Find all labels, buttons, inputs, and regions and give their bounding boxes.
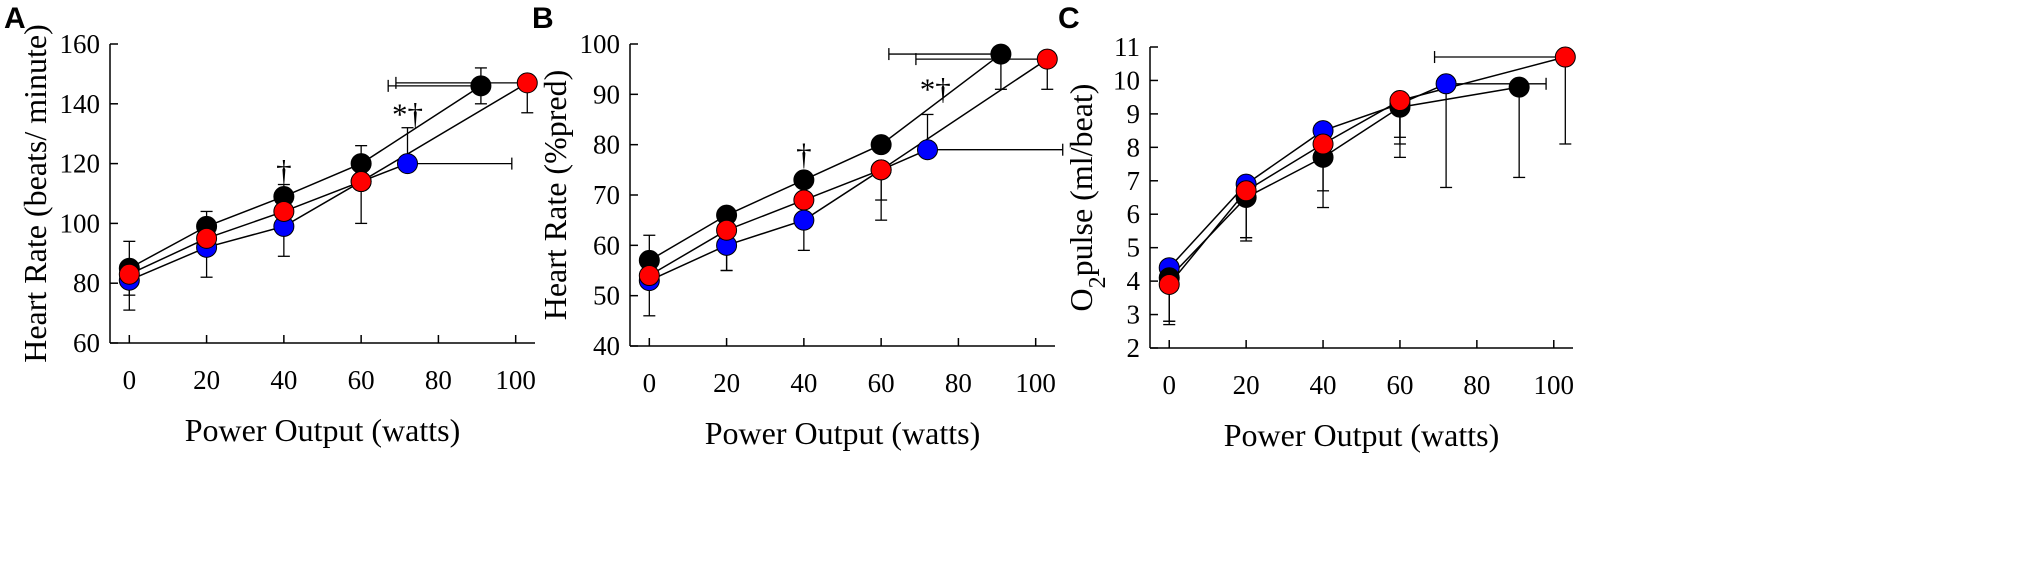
x-tick-label: 80: [1463, 370, 1490, 400]
data-point-black: [1508, 76, 1530, 98]
data-point-red: [516, 72, 538, 94]
y-tick-label: 10: [1113, 65, 1140, 95]
x-tick-label: 100: [1534, 370, 1575, 400]
y-axis-title: Heart Rate (%pred): [537, 70, 573, 321]
x-tick-label: 100: [495, 365, 536, 395]
data-point-black: [350, 153, 372, 175]
y-axis-title-subscript: 2: [1085, 276, 1111, 288]
data-point-red: [1554, 46, 1576, 68]
significance-annotation: †: [276, 154, 292, 189]
data-point-red: [793, 189, 815, 211]
data-point-red: [716, 219, 738, 241]
series-line-black: [128, 85, 482, 269]
y-tick-label: 70: [593, 180, 620, 210]
y-tick-label: 100: [60, 208, 101, 238]
x-tick-label: 20: [713, 368, 740, 398]
y-tick-label: 11: [1114, 32, 1140, 62]
y-tick-label: 40: [593, 331, 620, 361]
data-point-red: [1158, 273, 1180, 295]
y-tick-label: 50: [593, 281, 620, 311]
panel-letter: A: [4, 2, 26, 35]
x-axis-title: Power Output (watts): [705, 415, 981, 451]
data-point-red: [196, 227, 218, 249]
y-tick-label: 3: [1127, 300, 1141, 330]
x-tick-label: 60: [1386, 370, 1413, 400]
x-tick-label: 40: [790, 368, 817, 398]
y-tick-label: 9: [1127, 99, 1141, 129]
y-tick-label: 80: [593, 130, 620, 160]
y-tick-label: 5: [1127, 233, 1141, 263]
y-tick-label: 120: [60, 149, 101, 179]
panel-letter: C: [1058, 2, 1080, 35]
x-axis-title: Power Output (watts): [185, 412, 461, 448]
series-line-black: [1168, 86, 1520, 279]
data-point-red: [1235, 180, 1257, 202]
data-point-black: [793, 169, 815, 191]
series-line-red: [129, 82, 528, 275]
data-point-blue: [1435, 73, 1457, 95]
y-tick-label: 4: [1127, 266, 1141, 296]
y-tick-label: 160: [60, 29, 101, 59]
data-point-red: [1312, 133, 1334, 155]
y-tick-label: 100: [580, 29, 621, 59]
data-point-red: [273, 200, 295, 222]
x-tick-label: 20: [1233, 370, 1260, 400]
data-point-red: [118, 263, 140, 285]
x-tick-label: 0: [123, 365, 137, 395]
x-tick-label: 60: [348, 365, 375, 395]
y-tick-label: 90: [593, 79, 620, 109]
data-point-red: [870, 159, 892, 181]
x-tick-label: 0: [643, 368, 657, 398]
data-point-blue: [397, 153, 418, 175]
data-point-black: [870, 134, 892, 156]
data-point-black: [990, 43, 1012, 65]
y-tick-label: 60: [73, 328, 100, 358]
panel-a: A 60 80 100 120 140 160 0 20 40 60 80 100 Power Outpu…: [4, 2, 538, 448]
data-point-red: [1389, 90, 1411, 112]
y-tick-label: 80: [73, 268, 100, 298]
panel-letter: B: [532, 2, 554, 35]
x-tick-label: 20: [193, 365, 220, 395]
panel-b: B 40 50 60 70 80 90 100 0 20 40 60 80 100 Power Output…: [532, 2, 1064, 451]
y-axis-title: O2pulse (ml/beat): [1063, 84, 1111, 312]
x-tick-label: 100: [1015, 368, 1056, 398]
y-tick-label: 2: [1127, 333, 1141, 363]
y-tick-label: 8: [1127, 132, 1141, 162]
x-tick-label: 40: [1310, 370, 1337, 400]
x-tick-label: 80: [425, 365, 452, 395]
series-line-red: [1168, 56, 1566, 285]
series-line-red: [648, 58, 1048, 277]
data-point-blue: [793, 209, 815, 231]
y-axis-title-main: O: [1063, 288, 1099, 311]
y-tick-label: 140: [60, 89, 101, 119]
data-point-red: [638, 265, 660, 287]
x-tick-label: 60: [868, 368, 895, 398]
y-axis-title: Heart Rate (beats/ minute): [17, 24, 53, 363]
data-point-red: [350, 171, 372, 193]
data-point-blue: [917, 139, 938, 161]
x-tick-label: 0: [1162, 370, 1176, 400]
data-point-black: [470, 75, 492, 97]
y-axis-title-rest: pulse (ml/beat): [1063, 84, 1099, 277]
y-tick-label: 6: [1127, 199, 1141, 229]
y-tick-label: 60: [593, 230, 620, 260]
significance-annotation: *†: [920, 71, 951, 106]
x-tick-label: 80: [945, 368, 972, 398]
significance-annotation: *†: [392, 97, 423, 132]
x-axis-title: Power Output (watts): [1224, 417, 1500, 453]
y-tick-label: 7: [1127, 166, 1141, 196]
data-point-red: [1036, 48, 1058, 70]
significance-annotation: †: [796, 137, 812, 172]
x-tick-label: 40: [270, 365, 297, 395]
